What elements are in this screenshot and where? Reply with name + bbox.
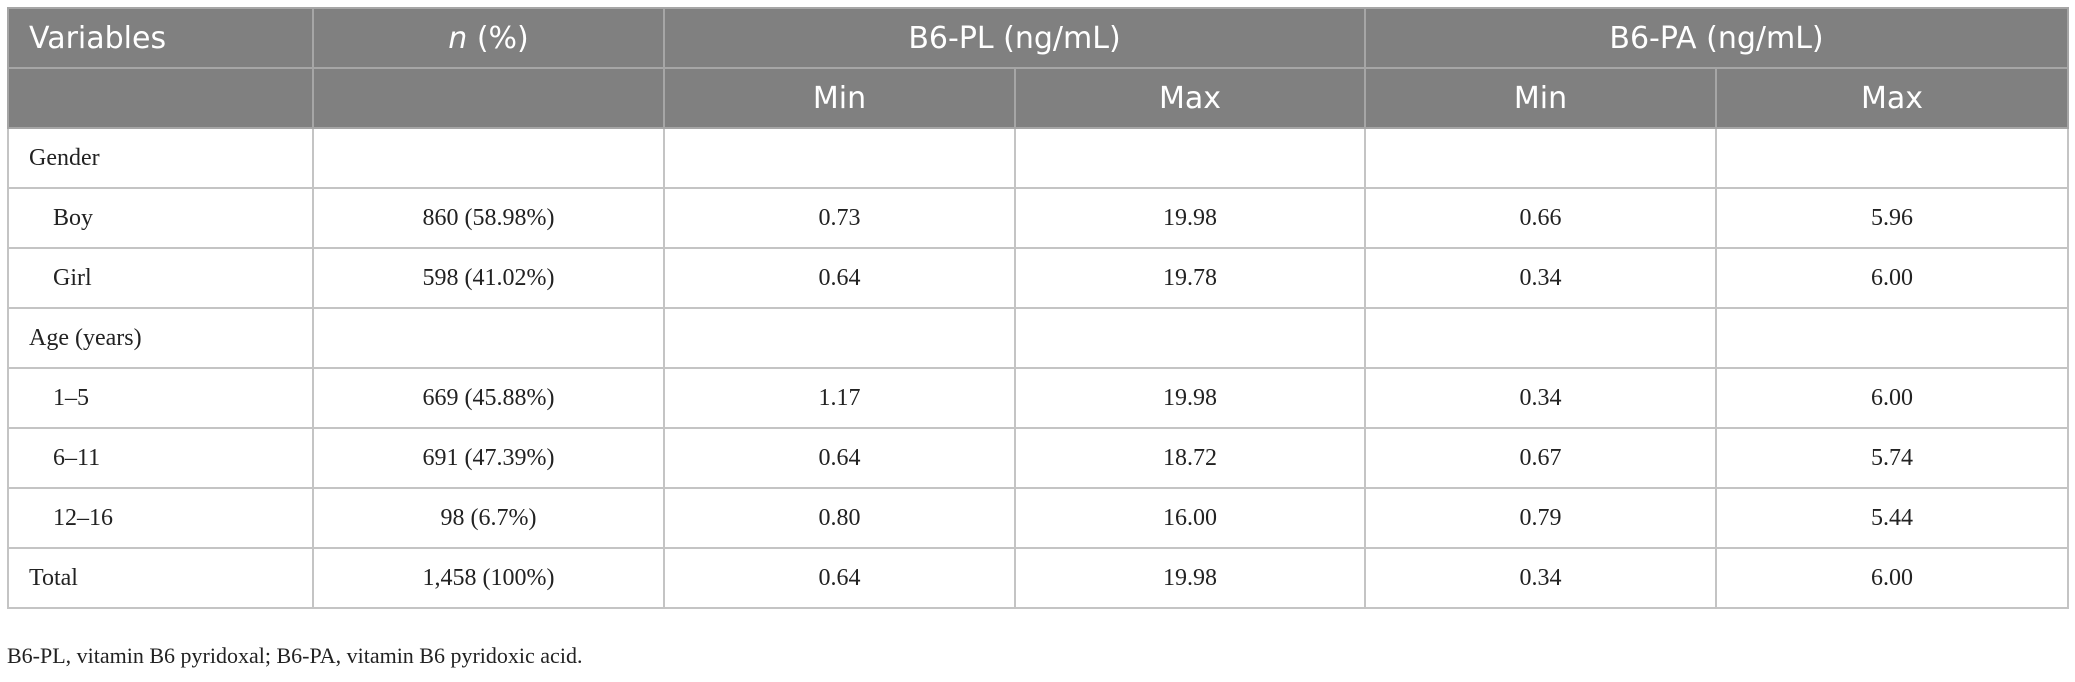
row-label: 12–16	[7, 487, 314, 549]
cell: 1.17	[663, 367, 1016, 429]
header-unit: (%)	[467, 20, 529, 56]
data-table: Variables n (%) B6-PL (ng/mL) B6-PA (ng/…	[7, 7, 2070, 609]
cell: 860 (58.98%)	[312, 187, 665, 249]
header-cell: Min	[663, 67, 1016, 129]
cell: 691 (47.39%)	[312, 427, 665, 489]
cell: 0.64	[663, 247, 1016, 309]
table-container: Variables n (%) B6-PL (ng/mL) B6-PA (ng/…	[7, 7, 2070, 609]
cell: 6.00	[1714, 247, 2070, 309]
row-label: Girl	[7, 247, 314, 309]
header-row: Min Max Min Max	[7, 67, 2070, 129]
cell: 5.74	[1714, 427, 2070, 489]
header-cell	[7, 67, 314, 129]
header-cell: Variables	[7, 7, 314, 69]
table-body: Gender Boy 860 (58.98%) 0.73 19.98 0.66 5.96 Gi…	[7, 127, 2070, 609]
header-cell: Max	[1714, 67, 2070, 129]
group-label: Age (years)	[7, 307, 314, 369]
empty-cell	[663, 127, 1016, 189]
table-row: 6–11 691 (47.39%) 0.64 18.72 0.67 5.74	[7, 427, 2070, 489]
cell: 669 (45.88%)	[312, 367, 665, 429]
row-label: 1–5	[7, 367, 314, 429]
cell: 1,458 (100%)	[312, 547, 665, 609]
cell: 5.44	[1714, 487, 2070, 549]
cell: 0.34	[1364, 247, 1717, 309]
empty-cell	[1714, 127, 2070, 189]
cell: 0.80	[663, 487, 1016, 549]
cell: 19.98	[1014, 187, 1366, 249]
cell: 0.66	[1364, 187, 1717, 249]
footnote: B6-PL, vitamin B6 pyridoxal; B6-PA, vita…	[7, 643, 583, 668]
row-label: 6–11	[7, 427, 314, 489]
table-row: 1–5 669 (45.88%) 1.17 19.98 0.34 6.00	[7, 367, 2070, 429]
table-row: Gender	[7, 127, 2070, 189]
empty-cell	[1364, 127, 1717, 189]
cell: 6.00	[1714, 367, 2070, 429]
empty-cell	[312, 307, 665, 369]
cell: 0.67	[1364, 427, 1717, 489]
cell: 19.98	[1014, 367, 1366, 429]
cell: 0.64	[663, 427, 1016, 489]
header-row: Variables n (%) B6-PL (ng/mL) B6-PA (ng/…	[7, 7, 2070, 69]
header-cell	[312, 67, 665, 129]
cell: 6.00	[1714, 547, 2070, 609]
cell: 16.00	[1014, 487, 1366, 549]
header-symbol: n	[448, 20, 468, 56]
empty-cell	[1014, 127, 1366, 189]
table-row: Age (years)	[7, 307, 2070, 369]
header-cell: Max	[1014, 67, 1366, 129]
table-head: Variables n (%) B6-PL (ng/mL) B6-PA (ng/…	[7, 7, 2070, 129]
cell: 0.79	[1364, 487, 1717, 549]
table-row: Girl 598 (41.02%) 0.64 19.78 0.34 6.00	[7, 247, 2070, 309]
table-row: Boy 860 (58.98%) 0.73 19.98 0.66 5.96	[7, 187, 2070, 249]
table-row: Total 1,458 (100%) 0.64 19.98 0.34 6.00	[7, 547, 2070, 609]
row-label: Boy	[7, 187, 314, 249]
header-cell: n (%)	[312, 7, 665, 69]
cell: 0.34	[1364, 547, 1717, 609]
cell: 598 (41.02%)	[312, 247, 665, 309]
table-row: 12–16 98 (6.7%) 0.80 16.00 0.79 5.44	[7, 487, 2070, 549]
empty-cell	[1714, 307, 2070, 369]
cell: 19.98	[1014, 547, 1366, 609]
row-label: Total	[7, 547, 314, 609]
header-group: B6-PL (ng/mL)	[663, 7, 1366, 69]
empty-cell	[312, 127, 665, 189]
cell: 0.34	[1364, 367, 1717, 429]
cell: 18.72	[1014, 427, 1366, 489]
empty-cell	[663, 307, 1016, 369]
empty-cell	[1014, 307, 1366, 369]
cell: 5.96	[1714, 187, 2070, 249]
cell: 0.73	[663, 187, 1016, 249]
cell: 19.78	[1014, 247, 1366, 309]
header-group: B6-PA (ng/mL)	[1363, 7, 2070, 69]
empty-cell	[1364, 307, 1717, 369]
group-label: Gender	[7, 127, 314, 189]
cell: 0.64	[663, 547, 1016, 609]
cell: 98 (6.7%)	[312, 487, 665, 549]
header-cell: Min	[1364, 67, 1717, 129]
